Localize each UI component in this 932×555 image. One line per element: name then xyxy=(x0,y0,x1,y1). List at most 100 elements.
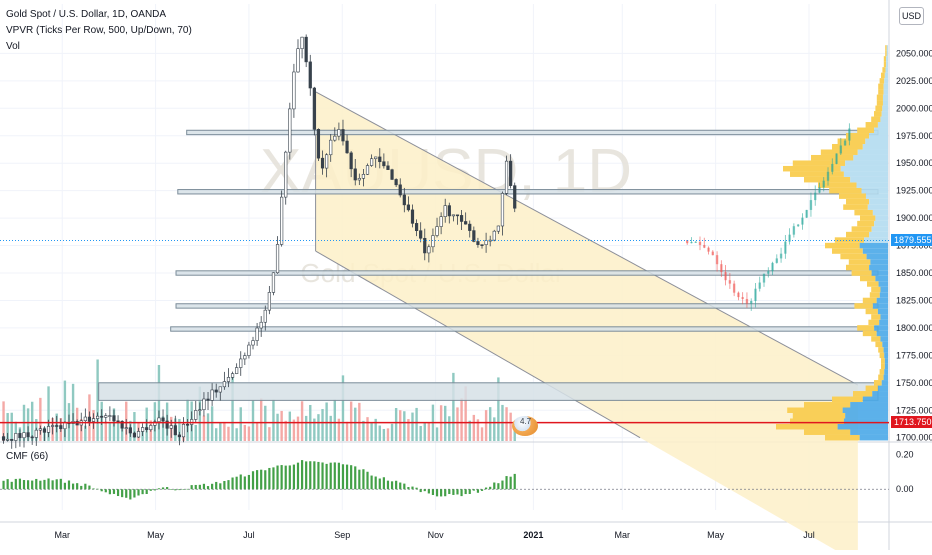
volume-bar xyxy=(84,425,87,441)
projection-body xyxy=(767,271,770,274)
symbol-title[interactable]: Gold Spot / U.S. Dollar, 1D, OANDA xyxy=(6,9,167,20)
vpvr-bar-down xyxy=(866,253,888,260)
projection-body xyxy=(805,209,808,218)
projection-body xyxy=(771,262,774,272)
vpvr-bar-down xyxy=(881,380,888,386)
candle-body xyxy=(239,358,243,368)
volume-bar xyxy=(239,407,242,441)
descending-channel xyxy=(315,91,859,555)
vpvr-bar-up xyxy=(885,50,887,57)
candle-body xyxy=(410,209,415,224)
cmf-bar xyxy=(96,488,99,490)
candle-body xyxy=(378,156,382,163)
candle-body xyxy=(316,129,321,159)
volume-bar xyxy=(411,412,414,441)
cmf-bar xyxy=(104,489,107,493)
cmf-bar xyxy=(280,465,283,490)
projection-body xyxy=(843,140,847,146)
price-tick-label: 1725.000 xyxy=(896,405,932,415)
candle-body xyxy=(308,61,312,89)
volume-indicator-label[interactable]: Vol xyxy=(6,41,20,52)
vpvr-bar-up xyxy=(881,358,885,364)
earnings-badge-icon[interactable]: 4.7 xyxy=(512,416,538,436)
candle-body xyxy=(116,420,120,423)
cmf-bar xyxy=(18,478,22,490)
vpvr-bar-down xyxy=(857,149,888,155)
cmf-bar xyxy=(215,481,218,490)
vpvr-bar-down xyxy=(874,127,888,134)
cmf-bar xyxy=(345,464,349,490)
candle-body xyxy=(104,415,108,418)
cmf-indicator-label[interactable]: CMF (66) xyxy=(6,451,49,462)
vpvr-bar-up xyxy=(881,72,885,79)
cmf-bar xyxy=(35,478,38,490)
candle-body xyxy=(169,425,173,429)
projection-body xyxy=(809,200,813,210)
vpvr-bar-up xyxy=(804,429,851,435)
cmf-bar xyxy=(435,489,439,497)
cmf-bar xyxy=(305,461,308,490)
candle-body xyxy=(390,169,394,180)
projection-candles xyxy=(685,123,851,311)
candle-body xyxy=(365,165,370,175)
price-tick-label: 1875.000 xyxy=(896,241,932,251)
cmf-bar xyxy=(317,461,320,490)
vpvr-bar-up xyxy=(865,308,878,315)
vpvr-bar-down xyxy=(869,198,888,205)
candle-body xyxy=(296,48,300,73)
candle-body xyxy=(96,415,100,419)
volume-bar xyxy=(243,424,247,441)
candle-body xyxy=(173,425,177,436)
vpvr-bar-up xyxy=(878,89,884,95)
candle-body xyxy=(394,179,398,186)
vpvr-bar-down xyxy=(880,314,888,320)
vpvr-indicator-label[interactable]: VPVR (Ticks Per Row, 500, Up/Down, 70) xyxy=(6,25,192,36)
cmf-bar xyxy=(88,485,91,490)
projection-body xyxy=(737,292,740,298)
candle-body xyxy=(112,415,116,422)
volume-bar xyxy=(206,413,210,441)
volume-bar xyxy=(460,398,463,441)
vpvr-bar-down xyxy=(872,391,888,397)
volume-bar xyxy=(133,412,136,441)
vpvr-bar-up xyxy=(790,171,844,177)
candle-body xyxy=(459,215,464,222)
vpvr-bar-up xyxy=(871,336,881,342)
volume-bar xyxy=(288,411,292,441)
candle-body xyxy=(455,214,460,217)
candle-body xyxy=(480,244,484,246)
vpvr-bar-down xyxy=(869,133,888,139)
vpvr-bar-down xyxy=(884,363,888,370)
price-tick-label: 1775.000 xyxy=(896,350,932,360)
vpvr-bar-down xyxy=(875,275,888,282)
volume-bar xyxy=(39,397,42,441)
projection-body xyxy=(694,241,697,243)
candle-body xyxy=(320,157,325,169)
candle-body xyxy=(443,205,447,217)
projection-body xyxy=(831,163,834,172)
cmf-bar xyxy=(337,462,340,490)
vpvr-bar-up xyxy=(832,143,863,150)
candle-body xyxy=(83,416,87,422)
projection-body xyxy=(762,273,766,283)
candle-body xyxy=(492,230,496,241)
volume-bar xyxy=(468,420,471,441)
candle-body xyxy=(361,173,366,179)
volume-bar xyxy=(63,380,67,441)
cmf-bar xyxy=(382,477,385,490)
currency-badge[interactable]: USD xyxy=(899,7,924,25)
projection-body xyxy=(818,187,821,193)
candle-body xyxy=(431,235,435,248)
volume-bar xyxy=(362,420,365,441)
vpvr-bar-up xyxy=(883,56,887,62)
vpvr-bar-up xyxy=(857,325,875,331)
cmf-bar xyxy=(55,479,58,490)
vpvr-bar-down xyxy=(880,116,888,123)
vpvr-bar-down xyxy=(877,308,888,315)
projection-body xyxy=(754,288,757,301)
cmf-bar xyxy=(419,489,422,493)
volume-bar xyxy=(194,424,197,441)
cmf-bar xyxy=(125,489,128,498)
candle-body xyxy=(280,196,284,245)
